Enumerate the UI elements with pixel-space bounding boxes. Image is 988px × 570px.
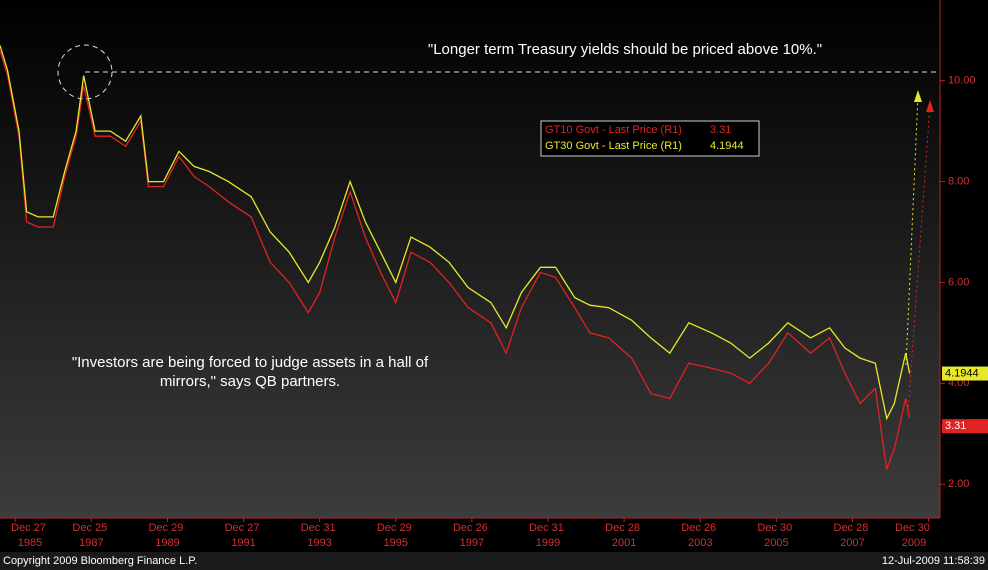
y-tick-label: 10.00: [948, 75, 976, 87]
arrow-head: [914, 90, 922, 102]
legend-label: GT10 Govt - Last Price (R1): [545, 124, 682, 136]
footer-right: 12-Jul-2009 11:58:39: [882, 555, 985, 567]
x-tick-label: Dec 26 2003: [681, 522, 719, 549]
x-tick-label: Dec 25 1987: [72, 522, 110, 549]
highlight-circle: [57, 44, 113, 100]
projection-arrow: [905, 94, 919, 366]
annotation: "Longer term Treasury yields should be p…: [428, 41, 822, 58]
legend: [540, 120, 760, 157]
plot-background: [0, 0, 940, 518]
x-tick-label: Dec 29 1995: [377, 522, 415, 549]
x-tick-label: Dec 31 1993: [301, 522, 339, 549]
x-tick-label: Dec 27 1985: [11, 522, 49, 549]
series-line: [0, 50, 911, 470]
x-tick-label: Dec 29 1989: [148, 522, 186, 549]
x-tick-label: Dec 27 1991: [225, 522, 263, 549]
arrow-head: [926, 100, 934, 112]
y-tick-label: 6.00: [948, 276, 969, 288]
y-tick-label: 8.00: [948, 175, 969, 187]
series-line: [0, 45, 911, 421]
legend-value: 3.31: [710, 124, 731, 136]
projection-arrow: [907, 104, 931, 413]
last-value-tag: [942, 419, 988, 434]
annotation-box: "Investors are being forced to judge ass…: [71, 354, 429, 390]
legend-value: 4.1944: [710, 140, 744, 152]
x-axis-background: [0, 518, 988, 552]
x-tick-label: Dec 30 2005: [757, 522, 795, 549]
x-tick-label: Dec 28 2007: [834, 522, 872, 549]
legend-label: GT30 Govt - Last Price (R1): [545, 140, 682, 152]
x-tick-label: Dec 26 1997: [453, 522, 491, 549]
last-value-label: 3.31: [945, 420, 966, 432]
y-tick-label: 2.00: [948, 478, 969, 490]
annotation: "Investors are being forced to judge ass…: [71, 354, 429, 390]
x-tick-label: Dec 31 1999: [529, 522, 567, 549]
x-tick-label: Dec 30 2009: [895, 522, 933, 549]
last-value-tag: [942, 366, 988, 381]
x-tick-label: Dec 28 2001: [605, 522, 643, 549]
last-value-label: 4.1944: [945, 367, 979, 379]
footer-left: Copyright 2009 Bloomberg Finance L.P.: [3, 555, 197, 567]
footer-bar: [0, 552, 988, 570]
